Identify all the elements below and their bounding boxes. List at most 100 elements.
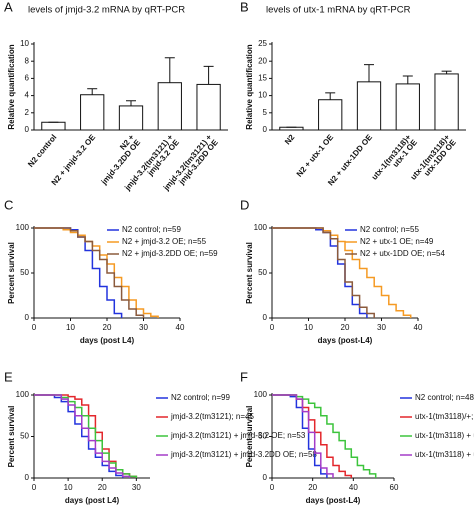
x-tick-label: 0 — [32, 483, 37, 492]
survival-line — [272, 227, 375, 318]
legend-label: N2 control; n=55 — [360, 225, 419, 234]
y-axis-label: Percent survival — [245, 242, 254, 304]
x-tick-label: 20 — [103, 323, 112, 332]
x-tick-label: N2 + utx-1 OE — [295, 132, 336, 178]
y-tick-label: 20 — [258, 56, 267, 65]
legend-label: N2 + utx-1 OE; n=49 — [360, 237, 434, 246]
legend-label: N2 control; n=48 — [415, 393, 474, 402]
y-tick-label: 0 — [25, 473, 30, 482]
x-tick-label: 0 — [270, 323, 275, 332]
x-tick-label: 30 — [139, 323, 148, 332]
x-axis-label: days (post L4) — [65, 496, 120, 505]
x-tick-label: 60 — [390, 483, 399, 492]
legend-label: N2 + jmjd-3.2 OE; n=55 — [122, 237, 207, 246]
y-tick-label: 0 — [25, 313, 30, 322]
legend-label: N2 + utx-1DD OE; n=54 — [360, 249, 445, 258]
y-tick-label: 50 — [20, 268, 29, 277]
x-tick-label: 0 — [270, 483, 275, 492]
y-tick-label: 4 — [25, 91, 30, 100]
x-tick-label: 30 — [132, 483, 141, 492]
error-bar — [441, 70, 452, 74]
y-tick-label: 100 — [254, 390, 268, 399]
bar — [434, 73, 459, 131]
panel-letter: B — [240, 0, 249, 14]
legend-label: jmjd-3.2(tm3121) + jmjd-3.2DD OE; n=58 — [170, 450, 317, 459]
y-tick-label: 8 — [25, 56, 30, 65]
error-bar — [126, 100, 136, 106]
x-tick-label: 10 — [304, 323, 313, 332]
error-bar — [364, 64, 374, 82]
panel-letter: C — [4, 197, 13, 212]
y-axis-label: Percent survival — [245, 406, 254, 468]
x-axis-label: days (post-L4) — [306, 496, 361, 505]
legend-label: jmjd-3.2(tm3121); n=45 — [170, 412, 254, 421]
x-tick-label-line: N2 + jmjd-3.2 OE — [50, 132, 98, 187]
panel-letter: D — [240, 197, 249, 212]
x-tick-label: 30 — [377, 323, 386, 332]
x-tick-label: 20 — [98, 483, 107, 492]
x-tick-label: 40 — [414, 323, 423, 332]
legend-label: N2 control; n=99 — [171, 393, 230, 402]
survival-line — [34, 394, 124, 478]
legend-label: utx-1(tm3118) + utx-1DD OE; n=44 — [415, 450, 474, 459]
panel-letter: E — [4, 369, 13, 384]
error-bar — [87, 88, 98, 95]
x-tick-label: 20 — [308, 483, 317, 492]
bar — [196, 83, 221, 131]
legend-label: N2 control; n=59 — [122, 225, 181, 234]
chart-title: levels of utx-1 mRNA by qRT-PCR — [266, 5, 411, 16]
y-tick-label: 100 — [16, 223, 30, 232]
chart-title: levels of jmjd-3.2 mRNA by qRT-PCR — [28, 5, 185, 16]
y-tick-label: 6 — [25, 74, 30, 83]
y-tick-label: 10 — [258, 91, 267, 100]
bar — [80, 94, 105, 131]
y-tick-label: 100 — [254, 223, 268, 232]
legend-label: jmjd-3.2(tm3121) + jmjd-3.2 OE; n=53 — [170, 431, 306, 440]
x-tick-label-line: N2 + utx-1 OE — [295, 132, 336, 178]
x-tick-label-line: N2 control — [26, 133, 58, 169]
survival-line — [272, 394, 377, 478]
survival-line — [34, 227, 159, 318]
error-bar — [164, 57, 175, 83]
y-tick-label: 0 — [263, 473, 268, 482]
y-axis-label: Relative quantification — [245, 44, 254, 129]
x-axis-label: days (post-L4) — [318, 336, 373, 345]
x-tick-label: 40 — [349, 483, 358, 492]
error-bar — [325, 92, 336, 100]
legend-label: utx-1(tm3118)/+; n=42 — [415, 412, 474, 421]
bar — [118, 105, 144, 131]
y-axis-label: Relative quantification — [7, 44, 16, 129]
panel-letter: F — [240, 369, 248, 384]
y-axis-label: Percent survival — [7, 242, 16, 304]
y-tick-label: 50 — [258, 268, 267, 277]
x-tick-label: N2 + jmjd-3.2 OE — [50, 132, 98, 187]
x-axis-label: days (post L4) — [80, 336, 135, 345]
bar — [395, 83, 420, 131]
bar — [356, 81, 382, 131]
y-tick-label: 10 — [20, 39, 29, 48]
y-tick-label: 25 — [258, 39, 267, 48]
error-bar — [402, 75, 413, 84]
y-tick-label: 0 — [263, 125, 268, 134]
x-tick-label: 0 — [32, 323, 37, 332]
y-tick-label: 15 — [258, 74, 267, 83]
legend-label: N2 + jmjd-3.2DD OE; n=59 — [122, 249, 218, 258]
y-tick-label: 50 — [258, 432, 267, 441]
y-tick-label: 100 — [16, 390, 30, 399]
x-tick-label-line: N2 — [283, 132, 297, 146]
legend-label: utx-1(tm3118) + utx-1 OE; n=44 — [415, 431, 474, 440]
y-tick-label: 50 — [20, 432, 29, 441]
survival-line — [34, 394, 131, 478]
error-bar — [203, 65, 214, 85]
x-tick-label: 40 — [176, 323, 185, 332]
x-tick-label: 10 — [64, 483, 73, 492]
bar — [41, 121, 66, 131]
x-tick-label: 10 — [66, 323, 75, 332]
y-axis-label: Percent survival — [7, 406, 16, 468]
y-tick-label: 5 — [263, 108, 268, 117]
x-tick-label: 20 — [341, 323, 350, 332]
bar — [157, 82, 182, 131]
y-tick-label: 0 — [25, 125, 30, 134]
x-tick-label: utx-1(tm3118)+utx-1DD OE — [409, 132, 459, 187]
